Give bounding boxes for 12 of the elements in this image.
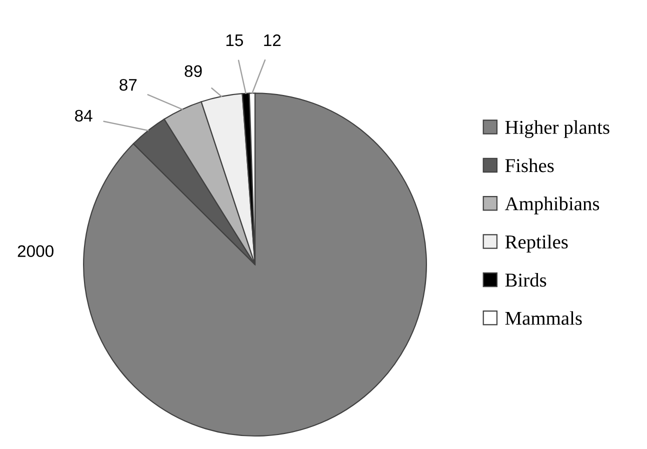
data-label: 87 bbox=[120, 78, 137, 91]
data-label: 89 bbox=[184, 65, 202, 78]
legend-label: Mammals bbox=[505, 311, 582, 325]
legend-label: Birds bbox=[505, 273, 546, 287]
data-label: 15 bbox=[226, 34, 243, 46]
data-label: 12 bbox=[264, 34, 281, 46]
legend-label: Reptiles bbox=[505, 234, 568, 252]
data-label: 2000 bbox=[18, 245, 54, 258]
legend-label: Fishes bbox=[505, 158, 554, 172]
data-label: 84 bbox=[75, 110, 92, 122]
legend-label: Higher plants bbox=[505, 120, 610, 138]
legend-label: Amphibians bbox=[504, 196, 600, 214]
